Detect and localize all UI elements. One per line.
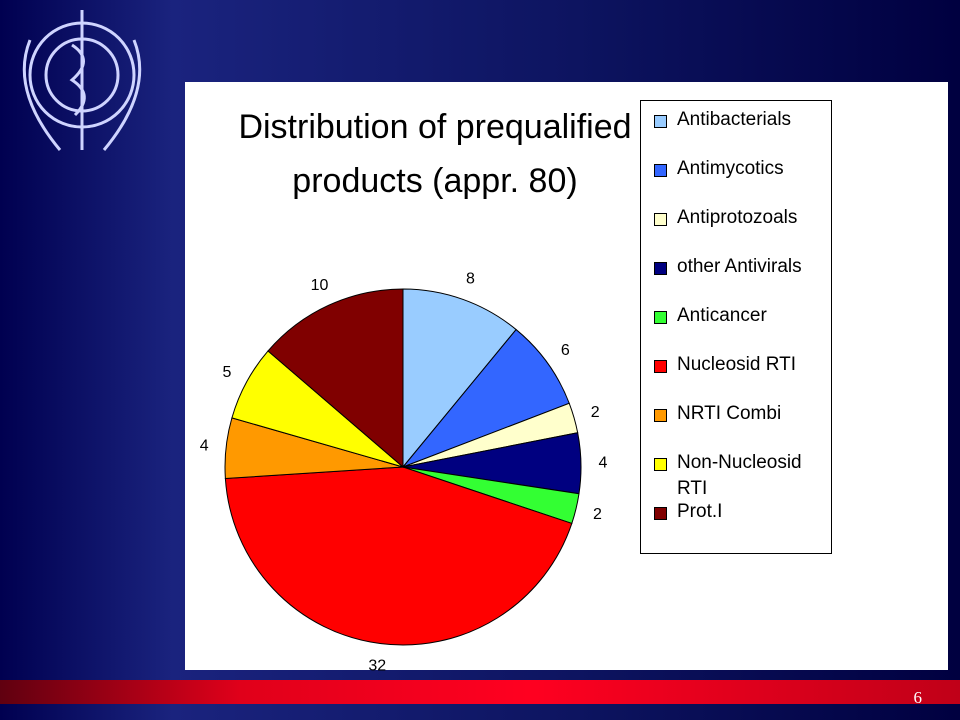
legend-item: Nucleosid RTI xyxy=(654,352,830,378)
legend-swatch xyxy=(654,213,667,226)
legend-swatch xyxy=(654,311,667,324)
pie-slice xyxy=(402,288,517,469)
legend: Antibacterials Antimycotics Antiprotozoals… xyxy=(640,100,832,554)
pie-slice xyxy=(267,288,404,469)
legend-label: Prot.I xyxy=(677,501,723,522)
legend-swatch xyxy=(654,262,667,275)
legend-item: Antibacterials xyxy=(654,107,830,133)
data-label: 2 xyxy=(593,506,602,523)
legend-swatch xyxy=(654,507,667,520)
footer-band xyxy=(0,680,960,704)
legend-label: NRTI Combi xyxy=(677,403,782,424)
legend-swatch xyxy=(654,458,667,471)
pie-slice xyxy=(224,466,573,646)
legend-item: Non-Nucleosid RTI xyxy=(654,450,830,502)
legend-label: Non-Nucleosid RTI xyxy=(677,452,802,499)
legend-item: Anticancer xyxy=(654,303,830,329)
legend-item: other Antivirals xyxy=(654,254,830,280)
data-label: 4 xyxy=(599,455,608,472)
data-label: 32 xyxy=(368,657,386,674)
data-label: 4 xyxy=(200,438,209,455)
legend-item: Antimycotics xyxy=(654,156,830,182)
legend-label: Antibacterials xyxy=(677,109,792,130)
legend-label: Nucleosid RTI xyxy=(677,354,796,375)
chart-title: Distribution of prequalified products (a… xyxy=(238,108,632,200)
data-label: 10 xyxy=(311,277,329,294)
data-label: 5 xyxy=(223,364,232,381)
data-label: 2 xyxy=(591,404,600,421)
data-label: 6 xyxy=(561,342,570,359)
legend-swatch xyxy=(654,164,667,177)
legend-label: Antimycotics xyxy=(677,158,784,179)
legend-swatch xyxy=(654,409,667,422)
logo xyxy=(22,10,142,151)
legend-item: NRTI Combi xyxy=(654,401,830,427)
legend-item: Antiprotozoals xyxy=(654,205,830,231)
legend-label: other Antivirals xyxy=(677,256,802,277)
pie-slice xyxy=(401,328,570,469)
slide-number: 6 xyxy=(913,688,923,707)
legend-label: Antiprotozoals xyxy=(677,207,798,228)
legend-swatch xyxy=(654,360,667,373)
legend-label: Anticancer xyxy=(677,305,767,326)
data-label: 8 xyxy=(466,271,475,288)
legend-item: Prot.I xyxy=(654,499,830,525)
legend-swatch xyxy=(654,115,667,128)
